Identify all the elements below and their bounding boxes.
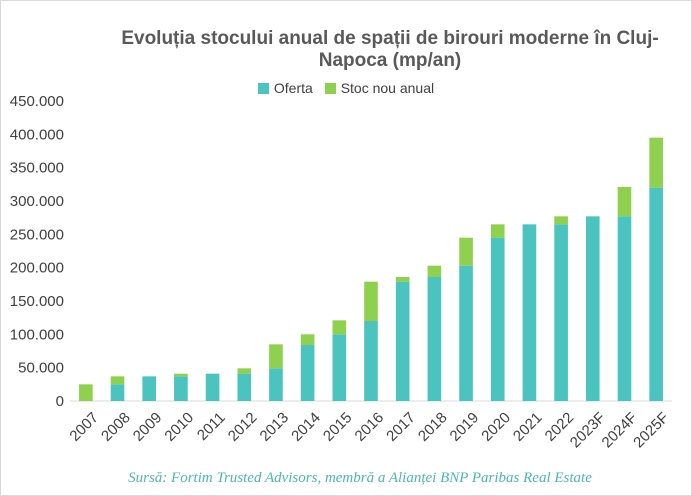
bar-oferta xyxy=(459,265,473,401)
bar-stoc-nou xyxy=(395,277,410,282)
bar-stoc-nou xyxy=(554,216,568,225)
bar-oferta xyxy=(110,384,125,401)
y-tick-label: 450.000 xyxy=(10,93,64,110)
y-tick-label: 0 xyxy=(56,393,64,410)
bar-oferta xyxy=(205,373,220,401)
y-tick-label: 300.000 xyxy=(10,193,64,210)
y-tick-label: 200.000 xyxy=(10,260,64,277)
legend-label-oferta: Oferta xyxy=(273,80,313,96)
bar-oferta xyxy=(490,237,505,401)
y-tick-label: 250.000 xyxy=(10,226,64,243)
bar-oferta xyxy=(174,376,188,401)
x-tick-label: 2009 xyxy=(130,409,166,445)
bar-oferta xyxy=(364,321,378,401)
x-tick-label: 2016 xyxy=(352,409,388,445)
bar-oferta xyxy=(617,216,632,401)
bar-oferta xyxy=(554,224,568,401)
bar-stoc-nou xyxy=(332,320,347,335)
bar-stoc-nou xyxy=(110,376,125,385)
bar-stoc-nou xyxy=(649,137,663,188)
bar-stoc-nou xyxy=(459,237,473,266)
x-tick-label: 2012 xyxy=(225,409,261,445)
bar-oferta xyxy=(649,187,663,401)
x-tick-label: 2024F xyxy=(599,409,641,451)
x-tick-label: 2011 xyxy=(194,409,229,444)
bar-oferta xyxy=(332,334,347,401)
bar-oferta xyxy=(269,368,283,401)
bar-stoc-nou xyxy=(617,187,632,217)
bar-oferta xyxy=(522,224,537,401)
x-tick-label: 2020 xyxy=(478,409,514,445)
y-tick-label: 100.000 xyxy=(10,326,64,343)
bar-stoc-nou xyxy=(490,224,505,238)
bar-chart: 0 50.000 100.000 150.000 200.000 250.000 300.0… xyxy=(10,93,673,451)
legend-swatch-stoc-nou xyxy=(324,82,336,94)
legend-label-stoc-nou: Stoc nou anual xyxy=(340,80,435,96)
x-tick-label: 2023F xyxy=(567,409,609,451)
bar-stoc-nou xyxy=(427,265,442,277)
x-tick-label: 2008 xyxy=(98,409,134,445)
y-tick-label: 350.000 xyxy=(10,160,64,177)
bar-oferta xyxy=(300,345,315,401)
y-tick-label: 150.000 xyxy=(10,293,64,310)
x-tick-label: 2021 xyxy=(510,409,546,445)
bar-oferta xyxy=(427,277,442,401)
chart-title: Evoluția stocului anual de spații de bir… xyxy=(121,28,659,71)
bar-oferta xyxy=(395,281,410,401)
y-tick-label: 400.000 xyxy=(10,126,64,143)
y-tick-label: 50.000 xyxy=(18,360,64,377)
x-tick-label: 2013 xyxy=(257,409,293,445)
legend-item-stoc-nou: Stoc nou anual xyxy=(324,80,435,96)
x-tick-label: 2019 xyxy=(447,409,483,445)
bar-oferta xyxy=(585,216,600,401)
x-tick-label: 2014 xyxy=(288,409,324,445)
x-tick-label: 2007 xyxy=(66,409,102,445)
bar-oferta xyxy=(237,373,252,401)
x-tick-label: 2015 xyxy=(320,409,356,445)
source-note: Sursă: Fortim Trusted Advisors, membră a… xyxy=(128,470,592,486)
chart-legend: Oferta Stoc nou anual xyxy=(0,80,692,97)
bar-stoc-nou xyxy=(364,281,378,321)
x-tick-label: 2017 xyxy=(383,409,419,445)
bar-stoc-nou xyxy=(79,384,93,401)
x-tick-label: 2010 xyxy=(161,409,197,445)
legend-swatch-oferta xyxy=(257,82,269,94)
bar-oferta xyxy=(142,376,157,401)
legend-item-oferta: Oferta xyxy=(257,80,313,96)
bar-stoc-nou xyxy=(174,373,188,377)
x-tick-label: 2025F xyxy=(630,409,672,451)
x-tick-label: 2018 xyxy=(415,409,451,445)
bar-stoc-nou xyxy=(300,334,315,345)
bar-stoc-nou xyxy=(269,344,283,369)
bar-stoc-nou xyxy=(237,368,252,374)
